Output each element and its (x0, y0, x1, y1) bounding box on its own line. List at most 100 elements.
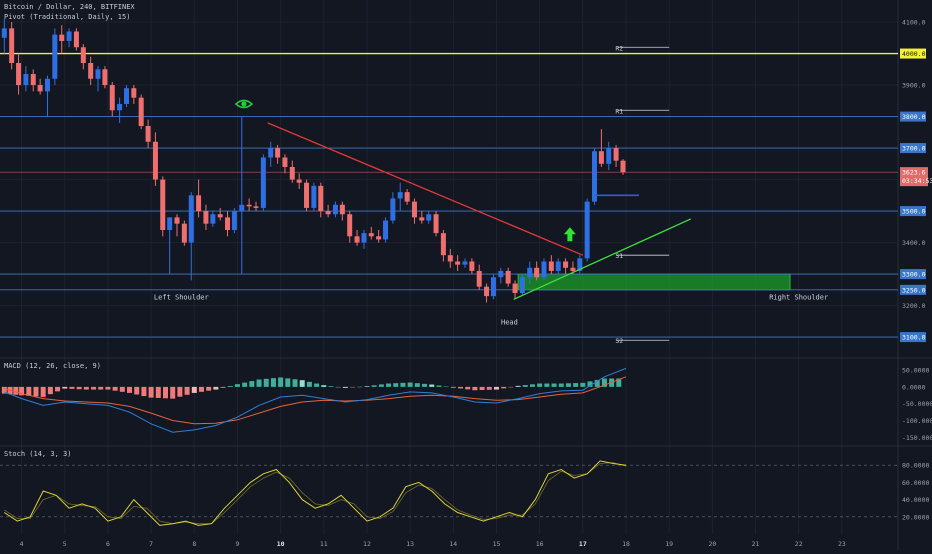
candle (584, 198, 590, 262)
macd-histogram-bar (76, 386, 82, 390)
candle (275, 144, 281, 164)
candle-body (131, 88, 137, 98)
candle (80, 44, 86, 70)
candle-body (210, 214, 216, 224)
candle-body (203, 211, 209, 224)
candle-countdown: 03:34:53 (902, 177, 932, 185)
pivot-label: S2 (615, 337, 623, 345)
pattern-label: Head (501, 318, 518, 326)
level-price-tag (900, 332, 926, 343)
candle-body (268, 148, 274, 158)
macd-panel[interactable] (1, 367, 627, 433)
candle (117, 97, 123, 123)
candle-body (260, 157, 266, 208)
candle-body (606, 148, 612, 164)
macd-histogram-bar (270, 378, 276, 387)
level-price-tag-label: 4000.0 (902, 50, 926, 58)
candle-body (44, 78, 50, 92)
candle-body (109, 85, 115, 111)
candle (174, 214, 180, 237)
candle (188, 192, 194, 281)
time-axis-tick-label: 6 (106, 540, 110, 548)
level-price-tag-label: 3300.0 (902, 271, 926, 279)
time-axis-tick-label: 22 (795, 540, 803, 548)
price-panel[interactable]: R2 R1 S1 S2 Left Shoulder Head Right Shoulder (0, 18, 898, 345)
level-price-tag (900, 48, 926, 59)
level-price-tag-label: 3100.0 (902, 334, 926, 342)
price-axis-tick-label: 3400.0 (902, 239, 926, 247)
arrow-up-icon (563, 227, 576, 242)
time-axis-tick-label: 23 (838, 540, 846, 548)
macd-axis-tick-label: -100.0000 (902, 417, 932, 425)
time-axis-tick-label: 15 (493, 540, 501, 548)
candle (419, 211, 425, 224)
macd-axis-tick-label: 50.0000 (902, 367, 929, 375)
candle (59, 25, 65, 54)
time-axis-tick-label: 17 (579, 540, 587, 548)
macd-histogram-bar (479, 386, 485, 391)
macd-histogram-bar (587, 381, 593, 387)
candle-body (490, 277, 496, 297)
macd-histogram-bar (13, 386, 19, 395)
level-price-tag (900, 284, 926, 295)
candle (95, 66, 101, 92)
macd-histogram-bar (378, 384, 384, 387)
candle (548, 255, 554, 275)
trendline (267, 122, 584, 256)
macd-histogram-bar (465, 386, 471, 390)
macd-histogram-bar (501, 386, 507, 389)
candle (152, 132, 158, 186)
pivot-label: S1 (615, 252, 623, 260)
candle-body (138, 97, 144, 127)
macd-axis-tick-label: -150.0000 (902, 434, 932, 442)
level-price-tag-label: 3800.0 (902, 113, 926, 121)
macd-histogram-bar (335, 386, 341, 388)
macd-histogram-bar (69, 386, 75, 389)
macd-histogram-bar (400, 382, 406, 387)
level-price-tag (900, 111, 926, 122)
candle-body (476, 270, 482, 287)
stoch-k-line (4, 460, 627, 526)
macd-histogram-bar (342, 386, 348, 388)
candle-body (440, 233, 446, 256)
candle (325, 204, 331, 218)
macd-histogram-bar (537, 383, 543, 387)
macd-histogram-bar (206, 386, 212, 391)
time-axis-tick-label: 10 (277, 540, 285, 548)
stoch-panel[interactable] (0, 460, 898, 526)
candle-body (620, 160, 626, 173)
candle-body (253, 206, 259, 208)
macd-histogram-bar (213, 386, 219, 390)
candle (246, 198, 252, 212)
candle-body (527, 267, 533, 278)
candle-body (160, 179, 166, 230)
macd-histogram-bar (544, 383, 550, 387)
candle (598, 129, 604, 167)
macd-histogram-bar (314, 383, 320, 387)
candle (73, 28, 79, 51)
candle-body (66, 31, 72, 41)
time-axis-tick-label: 19 (665, 540, 673, 548)
macd-histogram-bar (198, 386, 204, 392)
candle-body (462, 261, 468, 265)
current-price-value: 3623.6 (902, 169, 926, 177)
time-axis-tick-label: 20 (708, 540, 716, 548)
candle-body (188, 195, 194, 243)
candle (109, 81, 115, 117)
macd-histogram-bar (551, 383, 557, 387)
candle-body (519, 277, 525, 293)
candle (30, 69, 36, 92)
candle (138, 94, 144, 130)
candle-body (361, 233, 367, 243)
candle (268, 141, 274, 167)
candle (102, 66, 108, 89)
candle-body (541, 261, 547, 278)
macd-histogram-bar (529, 384, 535, 387)
candle-body (383, 220, 389, 240)
time-axis-tick-label: 13 (406, 540, 414, 548)
level-price-tag (900, 206, 926, 217)
macd-histogram-bar (170, 386, 176, 399)
macd-histogram-bar (91, 386, 97, 390)
